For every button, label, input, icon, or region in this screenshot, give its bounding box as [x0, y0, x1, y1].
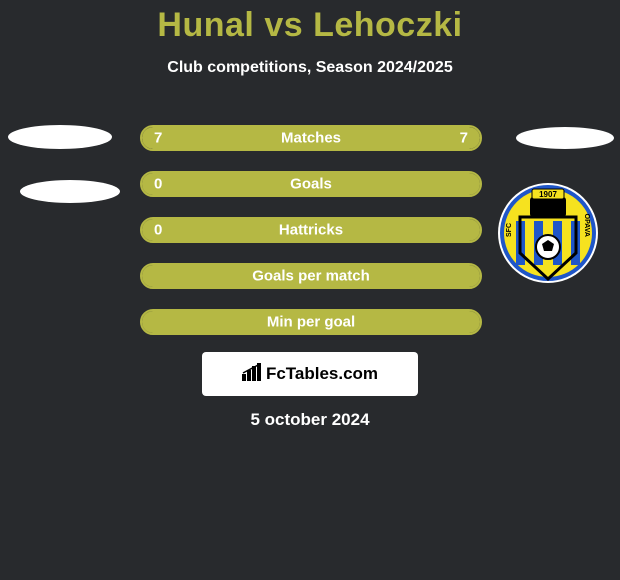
stat-row-mpg: Min per goal	[140, 309, 482, 335]
brand-box[interactable]: FcTables.com	[202, 352, 418, 396]
left-player-avatar-placeholder-1	[8, 125, 112, 149]
right-club-badge: 1907 SFC OPAVA	[498, 183, 598, 283]
stat-label: Matches	[142, 130, 480, 147]
page-title: Hunal vs Lehoczki	[0, 0, 620, 45]
bars-icon	[242, 363, 264, 386]
right-player-avatar-placeholder	[516, 127, 614, 149]
stat-row-matches: 7 Matches 7	[140, 125, 482, 151]
svg-text:SFC: SFC	[506, 223, 513, 237]
left-player-avatar-placeholder-2	[20, 180, 120, 203]
stat-label: Goals per match	[142, 268, 480, 285]
subtitle: Club competitions, Season 2024/2025	[0, 59, 620, 77]
svg-text:1907: 1907	[539, 190, 557, 199]
stat-label: Min per goal	[142, 314, 480, 331]
stat-row-goals: 0 Goals	[140, 171, 482, 197]
stat-row-hattricks: 0 Hattricks	[140, 217, 482, 243]
stat-label: Goals	[142, 176, 480, 193]
brand-label: FcTables.com	[266, 364, 378, 384]
stat-value-right: 7	[460, 130, 468, 147]
date-text: 5 october 2024	[0, 410, 620, 430]
stats-container: 7 Matches 7 0 Goals 0 Hattricks Goals pe…	[140, 125, 482, 355]
svg-text:OPAVA: OPAVA	[583, 214, 590, 237]
stat-label: Hattricks	[142, 222, 480, 239]
stat-row-gpm: Goals per match	[140, 263, 482, 289]
